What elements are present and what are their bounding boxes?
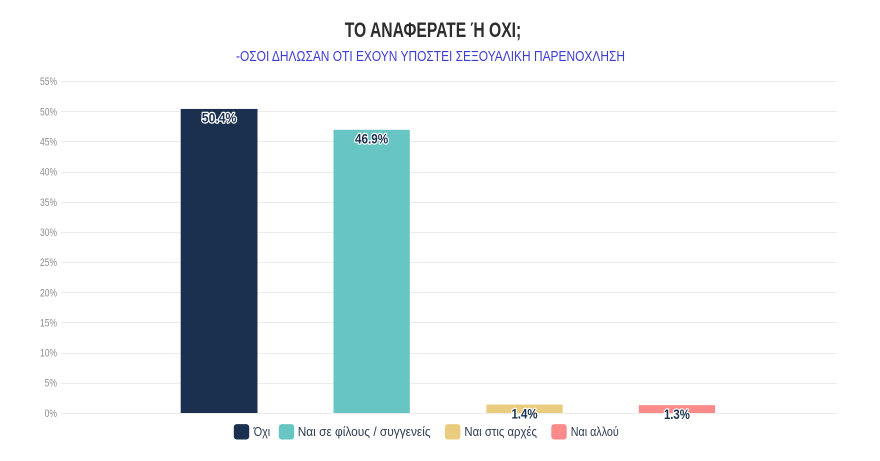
svg-text:Ναι σε φίλους / συγγενείς: Ναι σε φίλους / συγγενείς: [298, 424, 431, 439]
svg-text:40%: 40%: [40, 167, 57, 179]
svg-text:46.9%: 46.9%: [355, 132, 388, 147]
svg-text:50%: 50%: [40, 106, 57, 118]
svg-text:Όχι: Όχι: [253, 424, 270, 439]
svg-text:1.4%: 1.4%: [511, 406, 537, 421]
svg-text:Ναι στις αρχές: Ναι στις αρχές: [464, 424, 537, 439]
svg-text:50.4%: 50.4%: [202, 111, 237, 126]
svg-text:15%: 15%: [40, 317, 57, 329]
svg-text:1.3%: 1.3%: [664, 407, 690, 422]
svg-text:55%: 55%: [40, 76, 57, 88]
svg-text:20%: 20%: [40, 287, 57, 299]
svg-text:Ναι αλλού: Ναι αλλού: [571, 424, 619, 439]
svg-text:25%: 25%: [40, 257, 57, 269]
svg-text:5%: 5%: [45, 378, 58, 390]
svg-text:10%: 10%: [40, 348, 57, 360]
svg-text:ΤΟ ΑΝΑΦΕΡΑΤΕ Ή ΟΧΙ;: ΤΟ ΑΝΑΦΕΡΑΤΕ Ή ΟΧΙ;: [345, 19, 522, 42]
svg-text:-ΟΣΟΙ ΔΗΛΩΣΑΝ ΟΤΙ ΕΧΟΥΝ ΥΠΟΣΤΕ: -ΟΣΟΙ ΔΗΛΩΣΑΝ ΟΤΙ ΕΧΟΥΝ ΥΠΟΣΤΕΙ ΣΕΞΟΥΑΛΙ…: [236, 49, 625, 65]
svg-text:0%: 0%: [45, 408, 58, 420]
svg-text:30%: 30%: [40, 227, 57, 239]
svg-text:35%: 35%: [40, 197, 57, 209]
svg-text:45%: 45%: [40, 137, 57, 149]
